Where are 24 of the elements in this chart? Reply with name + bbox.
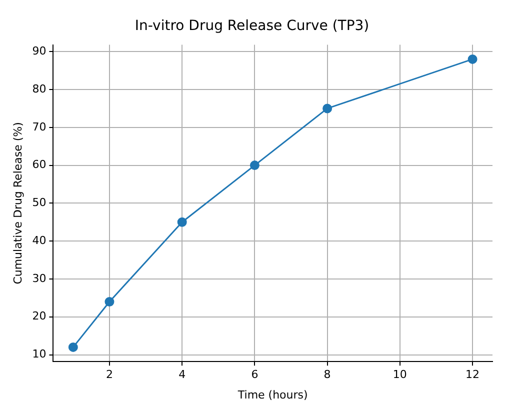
x-tick-label: 12 xyxy=(466,368,480,382)
y-tick-label: 90 xyxy=(32,44,46,58)
y-tick-label: 20 xyxy=(32,310,46,323)
x-tick-label: 4 xyxy=(178,368,186,382)
x-tick-label: 8 xyxy=(324,368,331,382)
point xyxy=(68,342,78,352)
point xyxy=(250,160,260,170)
y-tick-label: 70 xyxy=(32,120,46,134)
y-axis-title: Cumulative Drug Release (%) xyxy=(11,122,24,284)
point xyxy=(322,104,332,114)
chart-title: In-vitro Drug Release Curve (TP3) xyxy=(134,18,370,34)
y-tick-label: 50 xyxy=(32,196,46,210)
x-tick-label: 2 xyxy=(106,368,113,382)
y-tick-label: 40 xyxy=(32,234,46,247)
point xyxy=(104,296,114,306)
y-tick-label: 80 xyxy=(32,82,46,96)
x-tick-label: 10 xyxy=(392,368,407,382)
y-tick-label: 10 xyxy=(32,348,46,361)
point xyxy=(468,54,478,64)
y-tick-label: 30 xyxy=(32,272,46,285)
x-tick-label: 6 xyxy=(251,368,258,382)
y-tick-label: 60 xyxy=(32,158,46,172)
x-axis-title: Time (hours) xyxy=(236,388,308,402)
point xyxy=(177,217,187,227)
